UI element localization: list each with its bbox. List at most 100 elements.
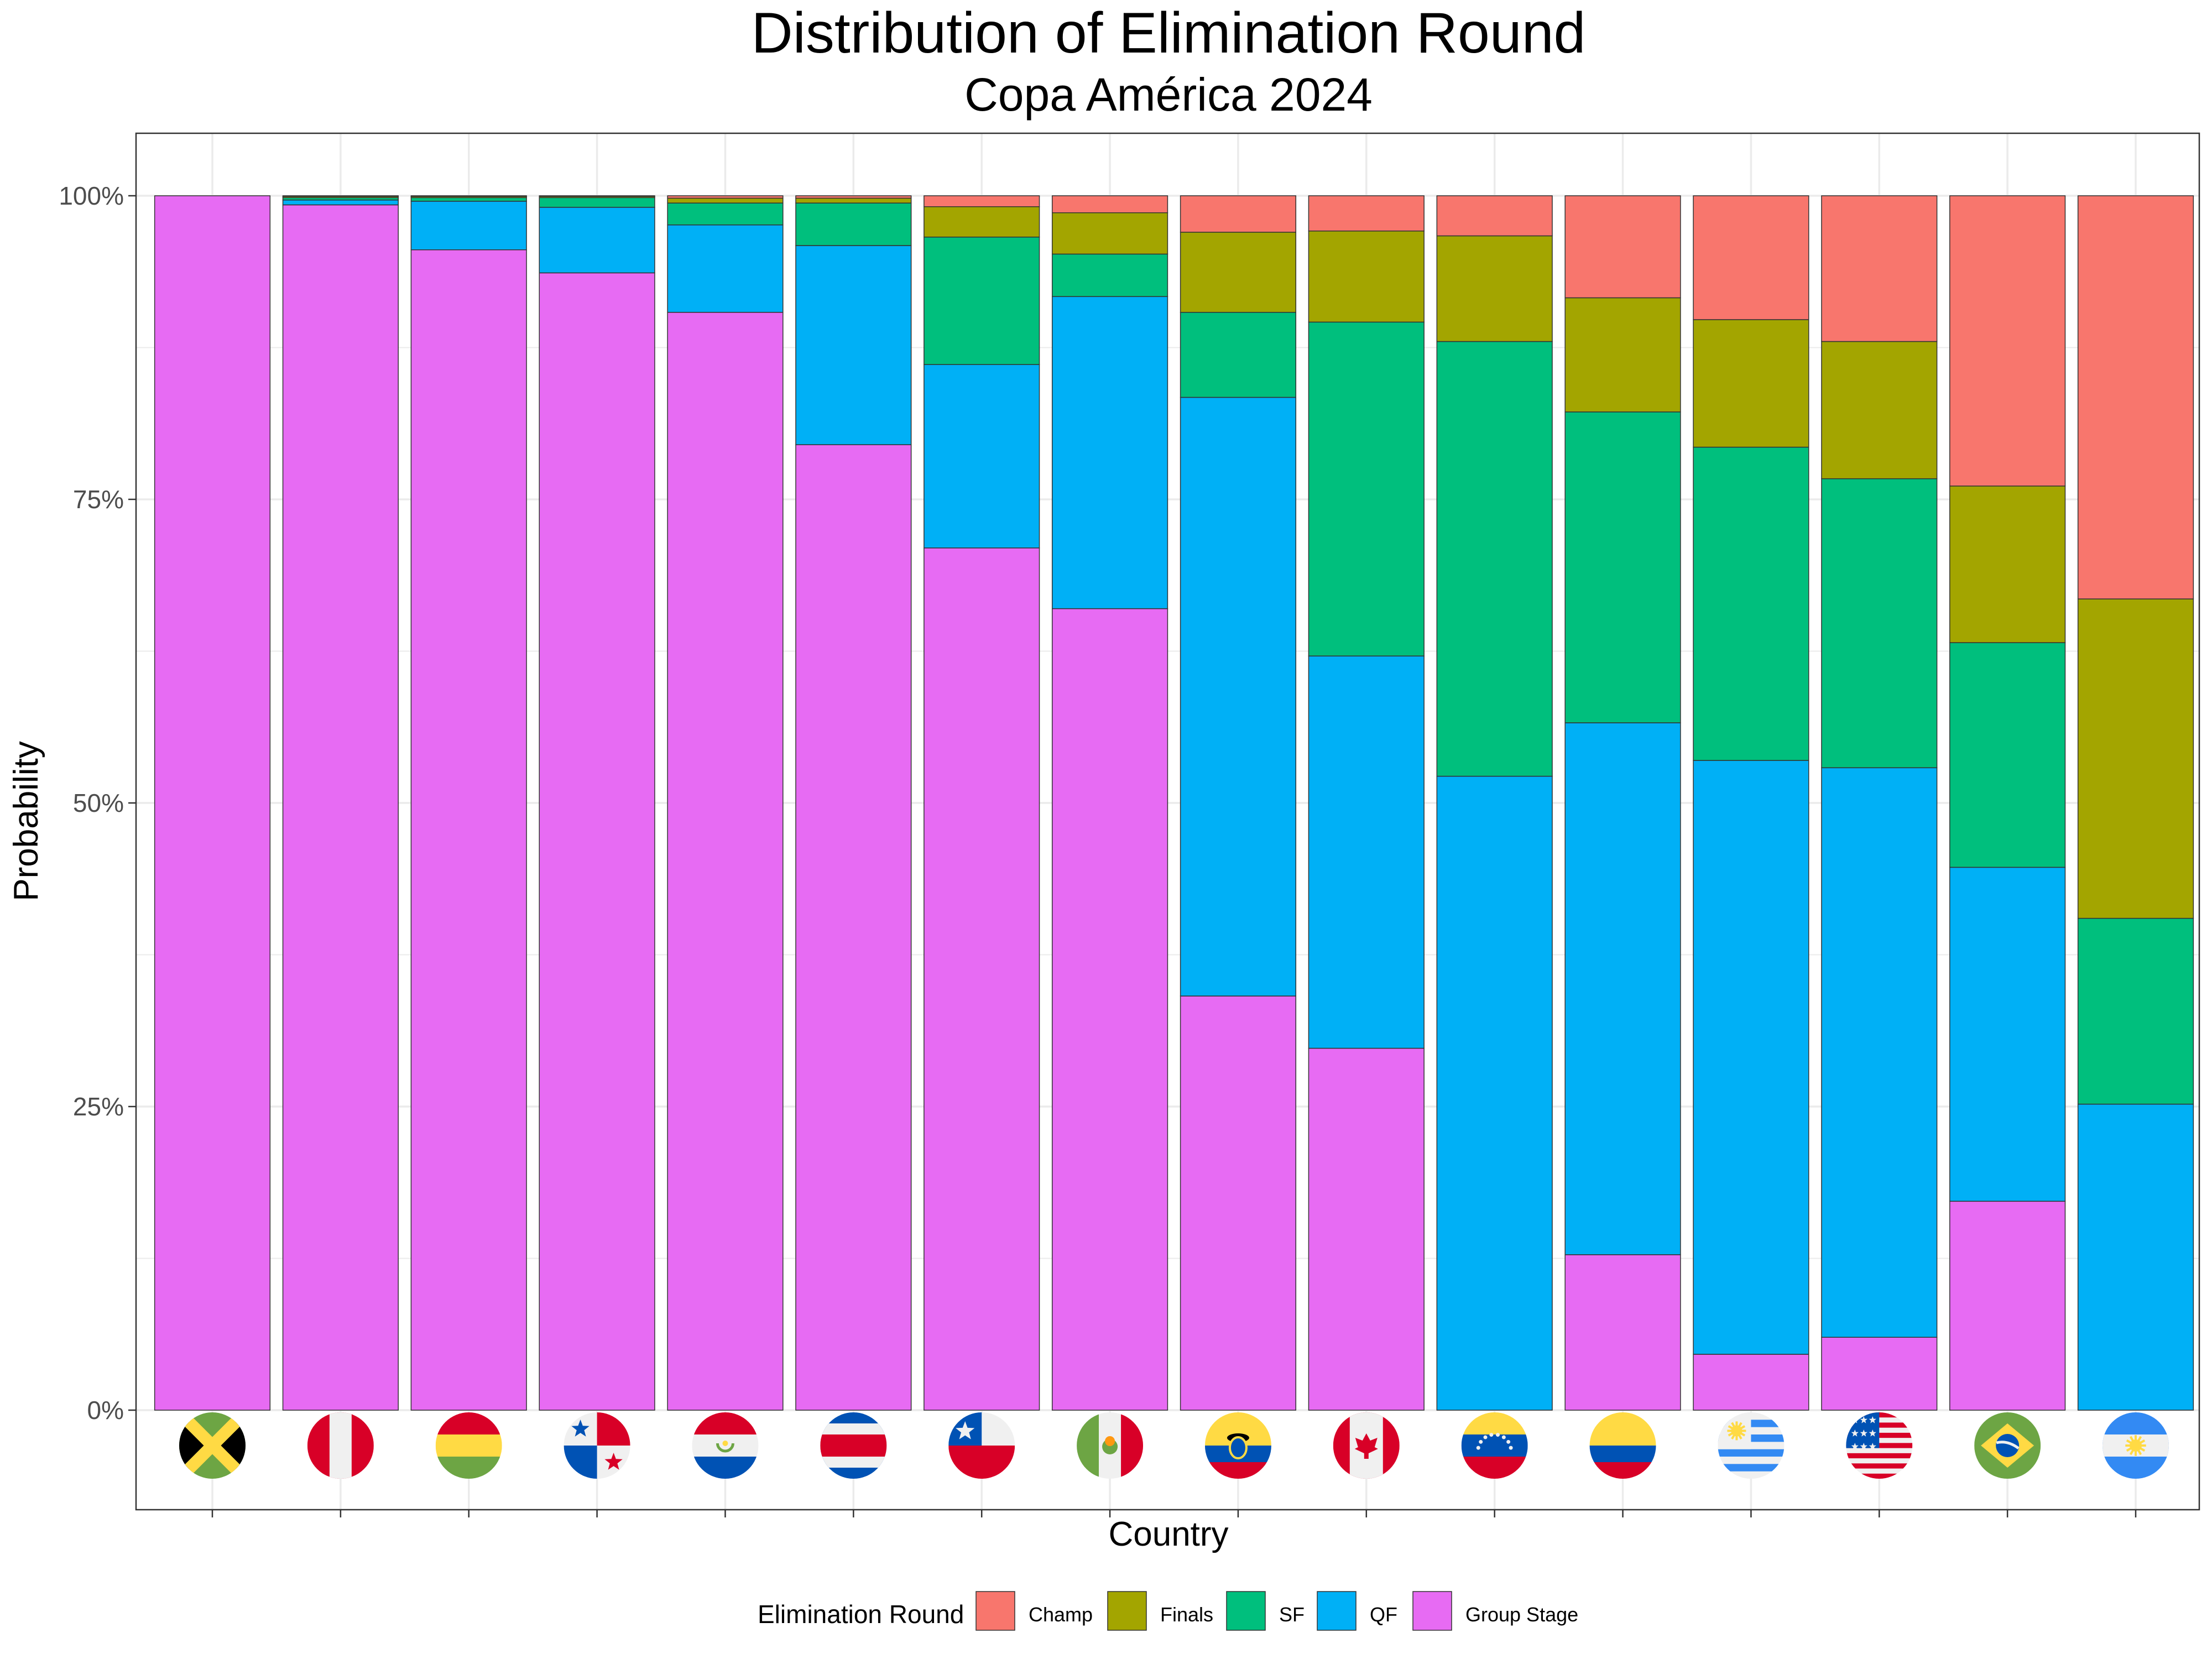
chile-flag-icon: [948, 1412, 1015, 1479]
bar-stack: [795, 195, 912, 1411]
bar-segment: [795, 245, 912, 445]
y-tick-label: 100%: [59, 181, 124, 210]
bar-segment: [1051, 212, 1168, 255]
bar-segment: [924, 547, 1040, 1411]
bar-segment: [1693, 319, 1809, 448]
bolivia-flag-icon: [435, 1412, 502, 1479]
legend-label: Finals: [1160, 1603, 1213, 1626]
bar-segment: [1564, 1254, 1681, 1411]
legend-key: [1317, 1591, 1357, 1631]
bars: [154, 195, 2194, 1411]
bar-segment: [1308, 195, 1425, 232]
bar-segment: [1436, 195, 1553, 237]
bar-segment: [924, 364, 1040, 549]
peru-flag-icon: [307, 1412, 374, 1479]
bar-segment: [1564, 411, 1681, 723]
bar-segment: [1949, 867, 2066, 1202]
ecuador-flag-icon: [1204, 1412, 1271, 1479]
bar-segment: [1821, 767, 1938, 1338]
bar-stack: [1308, 195, 1425, 1411]
paraguay-flag-icon: [692, 1412, 759, 1479]
bar-segment: [539, 272, 655, 1411]
bar-stack: [1564, 195, 1681, 1411]
legend-item: Finals: [1107, 1591, 1213, 1631]
bar-segment: [795, 202, 912, 246]
bar-segment: [1436, 775, 1553, 1411]
bar-segment: [1693, 760, 1809, 1355]
bar-segment: [1180, 195, 1297, 233]
legend-label: QF: [1370, 1603, 1397, 1626]
bar-stack: [1180, 195, 1297, 1411]
bar-segment: [1308, 655, 1425, 1049]
bar-segment: [1949, 1201, 2066, 1411]
bar-segment: [539, 207, 655, 274]
bar-segment: [1949, 642, 2066, 868]
bar-segment: [795, 444, 912, 1411]
legend-item: SF: [1226, 1591, 1305, 1631]
bar-segment: [539, 197, 655, 208]
plot-border: [135, 132, 2200, 1511]
legend-item: Champ: [975, 1591, 1093, 1631]
mexico-flag-icon: [1077, 1412, 1144, 1479]
bar-segment: [1821, 478, 1938, 769]
bar-stack: [1693, 195, 1809, 1411]
bar-segment: [1949, 195, 2066, 487]
argentina-flag-icon: [2103, 1412, 2169, 1479]
bar-segment: [1180, 232, 1297, 313]
bar-stack: [1949, 195, 2066, 1411]
legend-label: Group Stage: [1465, 1603, 1578, 1626]
bar-segment: [1051, 195, 1168, 213]
x-axis-title: Country: [1108, 1515, 1228, 1553]
bar-segment: [1308, 230, 1425, 323]
bar-segment: [1693, 1354, 1809, 1411]
bar-segment: [1821, 195, 1938, 342]
bar-segment: [924, 195, 1040, 207]
bar-segment: [1821, 341, 1938, 479]
bar-segment: [2077, 1103, 2194, 1411]
legend-key: [1226, 1591, 1266, 1631]
bar-stack: [282, 195, 399, 1411]
bar-segment: [1051, 296, 1168, 609]
panama-flag-icon: [564, 1412, 630, 1479]
colombia-flag-icon: [1589, 1412, 1656, 1479]
bar-stack: [2077, 195, 2194, 1411]
legend-title: Elimination Round: [758, 1600, 964, 1629]
bar-segment: [667, 195, 784, 199]
legend-key: [1412, 1591, 1452, 1631]
legend-label: Champ: [1029, 1603, 1093, 1626]
bar-segment: [1308, 1047, 1425, 1411]
y-axis: 0% 25% 50% 75% 100%: [59, 181, 136, 1425]
legend-label: SF: [1279, 1603, 1305, 1626]
bar-segment: [667, 197, 784, 204]
bar-stack: [1821, 195, 1938, 1411]
jamaica-flag-icon: [179, 1412, 246, 1479]
bar-segment: [1180, 312, 1297, 398]
bar-segment: [1564, 722, 1681, 1255]
bar-segment: [1051, 608, 1168, 1411]
bar-segment: [1051, 253, 1168, 298]
bar-stack: [539, 195, 655, 1411]
bar-stack: [410, 195, 527, 1411]
costa-rica-flag-icon: [820, 1412, 887, 1479]
bar-segment: [1436, 341, 1553, 777]
bar-segment: [667, 224, 784, 313]
bar-segment: [1308, 321, 1425, 657]
bar-segment: [1180, 397, 1297, 997]
chart-title: Distribution of Elimination Round: [752, 1, 1586, 65]
bar-segment: [2077, 598, 2194, 919]
legend-key: [975, 1591, 1015, 1631]
y-tick-label: 25%: [73, 1092, 124, 1121]
bar-stack: [1436, 195, 1553, 1411]
usa-flag-icon: [1846, 1412, 1913, 1479]
bar-segment: [1564, 297, 1681, 413]
chart-subtitle: Copa América 2024: [964, 69, 1373, 121]
bar-segment: [1693, 195, 1809, 320]
bar-stack: [667, 195, 784, 1411]
bar-stack: [924, 195, 1040, 1411]
bar-segment: [1949, 486, 2066, 643]
y-tick-label: 75%: [73, 485, 124, 514]
bar-segment: [2077, 917, 2194, 1105]
bar-segment: [795, 195, 912, 199]
bar-segment: [154, 195, 271, 1411]
